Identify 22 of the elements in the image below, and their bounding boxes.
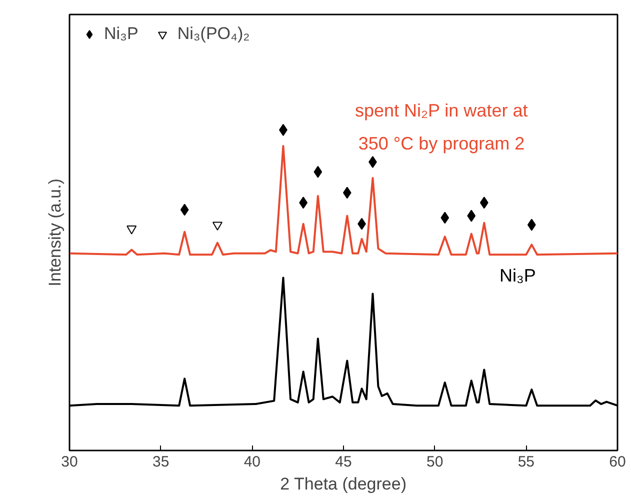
x-tick-label: 35 (152, 454, 170, 470)
point (480, 196, 488, 209)
x-tick-label: 50 (426, 454, 444, 470)
point (440, 212, 450, 224)
point (342, 186, 352, 199)
y-axis-title: Intensity (a.u.) (46, 178, 64, 286)
point (212, 222, 222, 230)
x-tick-label: 30 (61, 454, 78, 470)
x-tick-label: 45 (335, 454, 352, 470)
legend-label: Ni₃P (104, 24, 138, 44)
x-tick-label: 60 (609, 454, 626, 470)
point (180, 204, 189, 216)
point (467, 210, 476, 222)
point (314, 166, 322, 178)
x-axis-title: 2 Theta (degree) (280, 474, 407, 494)
x-tick-label: 55 (518, 454, 535, 470)
annotation: Ni₃P (500, 266, 536, 286)
series-label: spent Ni₂P in water at 350 °C by program 2 (354, 100, 528, 154)
x-tick-label: 40 (244, 454, 261, 470)
point (527, 218, 536, 231)
legend-label: Ni₃(PO₄)₂ (177, 24, 250, 44)
point (126, 226, 137, 234)
